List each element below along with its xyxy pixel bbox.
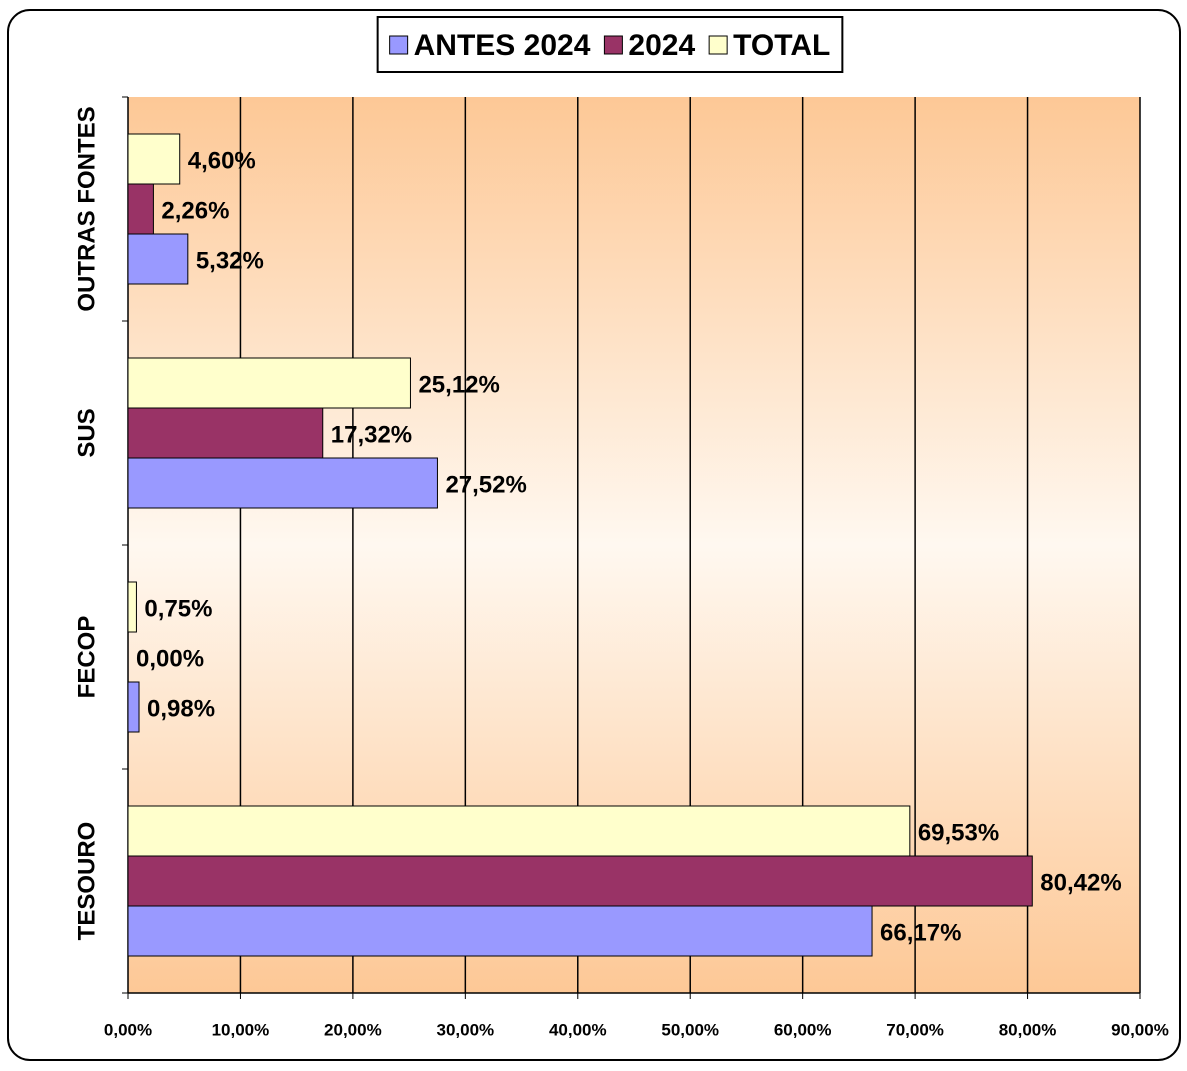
legend-label: 2024 (628, 29, 695, 62)
bar (127, 357, 411, 409)
bar (127, 905, 873, 957)
value-label: 0,98% (147, 695, 215, 722)
legend-swatch (603, 35, 623, 55)
y-tick-label: FECOP (73, 616, 100, 699)
bar (127, 233, 189, 285)
x-tick-label: 20,00% (324, 1020, 382, 1039)
value-label: 2,26% (161, 197, 229, 224)
bar (127, 855, 1033, 907)
bar (127, 183, 154, 235)
value-label: 66,17% (880, 919, 961, 946)
x-tick-label: 90,00% (1111, 1020, 1169, 1039)
legend: ANTES 2024 2024 TOTAL (376, 16, 844, 73)
x-tick-label: 70,00% (886, 1020, 944, 1039)
bar (127, 805, 911, 857)
bar (127, 681, 140, 733)
x-tick-label: 0,00% (104, 1020, 152, 1039)
y-tick-label: OUTRAS FONTES (73, 106, 100, 311)
x-tick-label: 50,00% (661, 1020, 719, 1039)
bar (127, 407, 324, 459)
value-label: 69,53% (918, 819, 999, 846)
value-label: 0,75% (144, 595, 212, 622)
legend-label: ANTES 2024 (414, 29, 591, 62)
x-tick-label: 40,00% (549, 1020, 607, 1039)
legend-swatch (708, 35, 728, 55)
value-label: 25,12% (418, 371, 499, 398)
value-label: 0,00% (136, 645, 204, 672)
x-tick-label: 10,00% (212, 1020, 270, 1039)
value-label: 27,52% (445, 471, 526, 498)
value-label: 5,32% (196, 247, 264, 274)
legend-swatch (389, 35, 409, 55)
value-label: 4,60% (188, 147, 256, 174)
y-tick-label: TESOURO (73, 822, 100, 941)
value-label: 17,32% (331, 421, 412, 448)
legend-label: TOTAL (733, 29, 830, 62)
bar (127, 581, 137, 633)
value-label: 80,42% (1040, 869, 1121, 896)
y-tick-label: SUS (73, 408, 100, 457)
bar (127, 457, 438, 509)
x-tick-label: 30,00% (436, 1020, 494, 1039)
x-tick-label: 80,00% (999, 1020, 1057, 1039)
bar (127, 133, 181, 185)
x-tick-label: 60,00% (774, 1020, 832, 1039)
